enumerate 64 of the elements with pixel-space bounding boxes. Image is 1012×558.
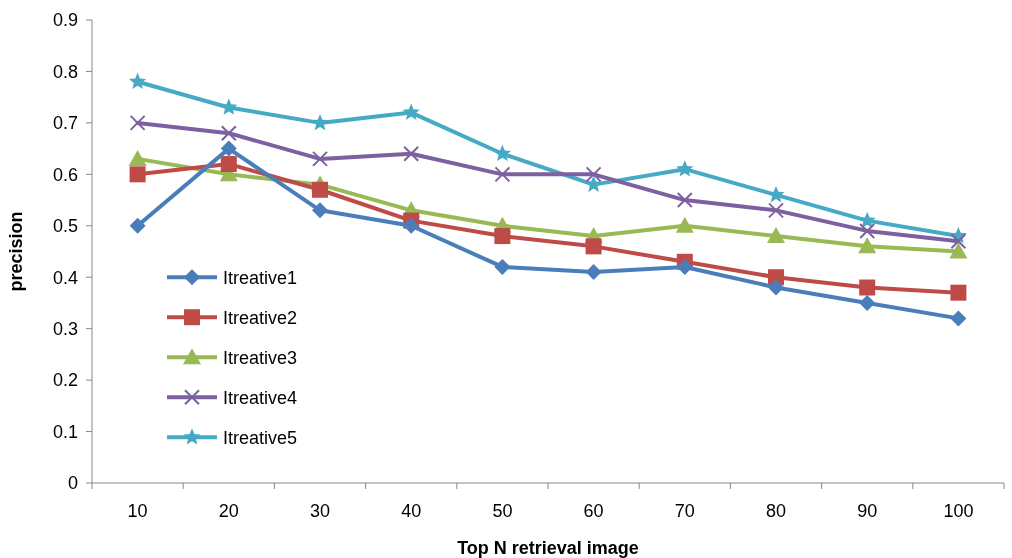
point xyxy=(950,310,967,327)
x-axis-title: Top N retrieval image xyxy=(457,538,639,558)
point xyxy=(950,284,967,301)
point xyxy=(768,202,784,219)
point xyxy=(585,238,602,255)
x-tick-label: 10 xyxy=(127,501,148,521)
point xyxy=(220,156,237,173)
point xyxy=(585,166,602,183)
point xyxy=(403,217,420,234)
point xyxy=(220,125,237,142)
x-tick-label: 100 xyxy=(943,501,974,521)
point xyxy=(129,217,146,234)
point xyxy=(675,216,694,233)
y-tick-label: 0.7 xyxy=(52,113,78,134)
x-tick-label: 70 xyxy=(674,501,695,521)
point xyxy=(403,145,420,162)
y-tick-label: 0.1 xyxy=(52,421,78,442)
point xyxy=(494,228,511,245)
point xyxy=(494,166,511,183)
point xyxy=(129,114,146,131)
point xyxy=(949,242,968,259)
point xyxy=(767,227,785,244)
point xyxy=(311,113,329,131)
point xyxy=(859,279,876,296)
point xyxy=(585,264,602,281)
point xyxy=(129,72,147,90)
x-tick-label: 40 xyxy=(401,501,422,521)
point xyxy=(312,202,328,219)
point xyxy=(768,279,784,296)
y-tick-label: 0.6 xyxy=(52,164,78,185)
point xyxy=(859,222,876,239)
legend-label: Itreative2 xyxy=(223,307,298,328)
y-tick-label: 0.3 xyxy=(52,318,78,339)
legend-label: Itreative3 xyxy=(223,347,298,368)
point xyxy=(676,160,694,177)
x-tick-label: 30 xyxy=(309,501,331,521)
point xyxy=(312,150,328,167)
point xyxy=(859,294,876,311)
legend-label: Itreative4 xyxy=(223,387,298,408)
y-tick-label: 0.9 xyxy=(52,10,78,31)
point xyxy=(858,237,877,254)
y-tick-label: 0.2 xyxy=(52,370,78,391)
point xyxy=(493,144,511,162)
point xyxy=(676,258,693,275)
point xyxy=(676,192,693,209)
point xyxy=(128,149,147,166)
point xyxy=(402,103,420,120)
point xyxy=(494,258,511,275)
x-tick-label: 80 xyxy=(765,501,787,521)
y-tick-label: 0.5 xyxy=(52,216,78,237)
point xyxy=(129,166,146,183)
point xyxy=(220,140,237,157)
x-tick-label: 90 xyxy=(857,501,878,521)
x-tick-label: 50 xyxy=(492,501,513,521)
legend-label: Itreative1 xyxy=(223,267,298,288)
x-tick-label: 20 xyxy=(218,501,239,521)
y-tick-label: 0.4 xyxy=(52,267,78,288)
point xyxy=(950,233,967,250)
y-tick-label: 0 xyxy=(67,473,78,494)
legend-label: Itreative5 xyxy=(223,427,298,448)
y-axis-title: precision xyxy=(6,211,26,292)
x-tick-label: 60 xyxy=(583,501,604,521)
point xyxy=(312,181,328,198)
y-tick-label: 0.8 xyxy=(52,61,78,82)
